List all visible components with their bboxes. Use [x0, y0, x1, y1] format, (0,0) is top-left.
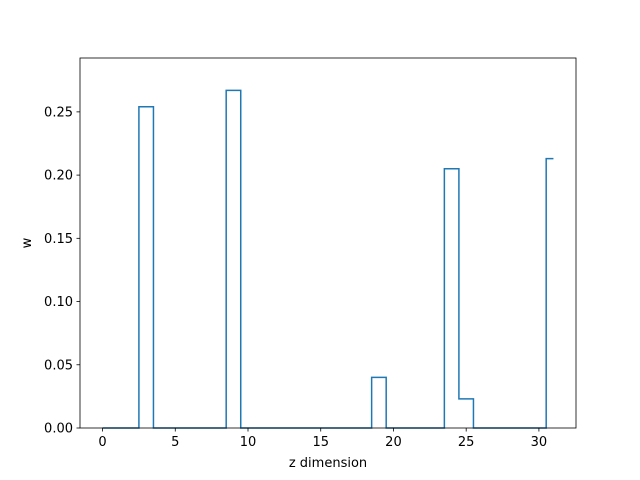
y-axis-ticks: 0.00 0.05 0.10 0.15 0.20 0.25	[44, 105, 80, 437]
x-tick-label: 15	[312, 435, 329, 450]
y-tick-label: 0.00	[44, 422, 73, 437]
x-axis-ticks: 0 5 10 15 20 25 30	[98, 428, 547, 450]
y-tick-label: 0.10	[44, 295, 73, 310]
x-tick-label: 10	[240, 435, 257, 450]
y-axis-label: w	[20, 237, 35, 248]
x-tick-label: 30	[531, 435, 548, 450]
x-tick-label: 5	[171, 435, 179, 450]
x-tick-label: 20	[385, 435, 402, 450]
y-tick-label: 0.05	[44, 358, 73, 373]
x-tick-label: 25	[458, 435, 475, 450]
x-axis-label: z dimension	[289, 456, 367, 471]
axes-frame	[79, 57, 577, 429]
x-tick-label: 0	[98, 435, 106, 450]
y-tick-label: 0.25	[44, 105, 73, 120]
y-tick-label: 0.15	[44, 232, 73, 247]
y-tick-label: 0.20	[44, 169, 73, 184]
